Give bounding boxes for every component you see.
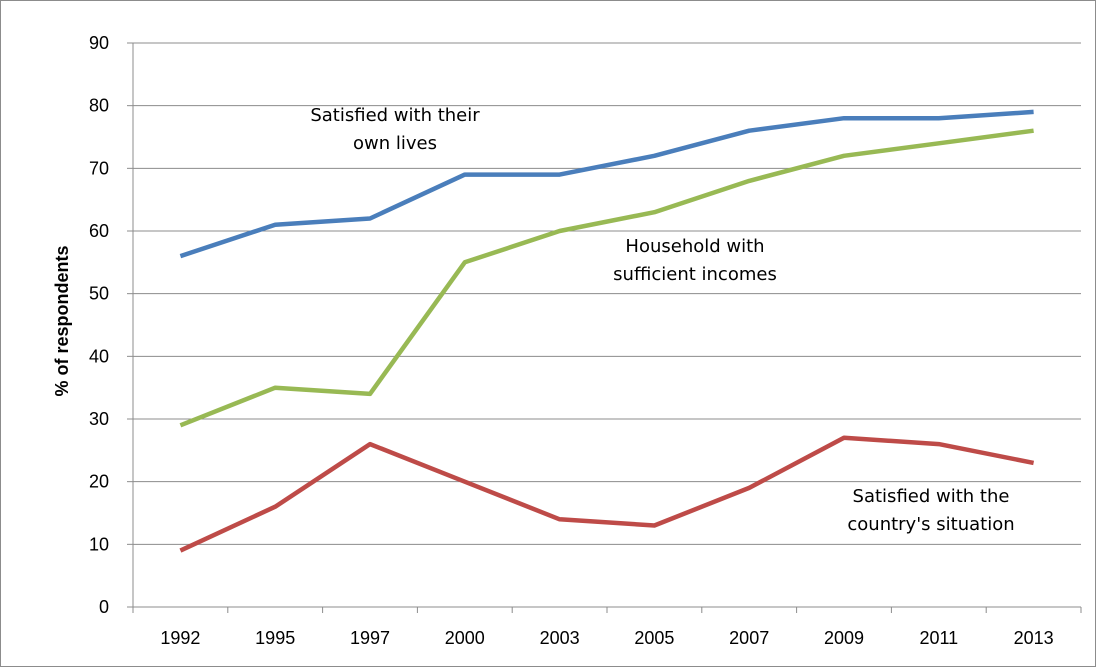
series-label-line: Household with — [625, 236, 764, 257]
series-label-3: Satisfied with the country's situation — [847, 486, 1014, 535]
x-tick-label: 2009 — [824, 628, 864, 648]
series-lines — [179, 109, 1035, 553]
y-tick-label: 60 — [89, 221, 109, 241]
x-tick-label: 2005 — [634, 628, 674, 648]
x-tick-labels: 1992 1995 1997 2000 2003 2005 2007 2009 2011 2013 — [160, 628, 1053, 648]
series-line-3 — [179, 435, 1035, 553]
series-annotations: Satisfied with their own lives Household w… — [310, 105, 1014, 535]
y-tick-label: 10 — [89, 534, 109, 554]
y-tick-label: 20 — [89, 472, 109, 492]
series-line-1 — [179, 109, 1034, 259]
x-tick-label: 2003 — [540, 628, 580, 648]
x-tick-label: 1995 — [255, 628, 295, 648]
y-tick-label: 80 — [89, 96, 109, 116]
series-label-1: Satisfied with their own lives — [310, 105, 480, 154]
y-tick-label: 40 — [89, 346, 109, 366]
y-tick-label: 90 — [89, 33, 109, 53]
x-tick-label: 2013 — [1014, 628, 1054, 648]
y-tick-label: 70 — [89, 158, 109, 178]
gridlines — [133, 42, 1081, 545]
series-label-2: Household with sufficient incomes — [613, 236, 777, 285]
x-tick-label: 2011 — [919, 628, 958, 648]
y-axis-label: % of respondents — [52, 245, 72, 396]
x-tick-label: 2000 — [445, 628, 485, 648]
x-tick-label: 1992 — [160, 628, 200, 648]
y-tick-label: 50 — [89, 284, 109, 304]
series-line-2 — [179, 128, 1034, 428]
series-label-line: Satisfied with their — [310, 105, 480, 126]
series-label-line: country's situation — [847, 514, 1014, 535]
series-label-line: sufficient incomes — [613, 264, 777, 285]
x-tick-label: 2007 — [729, 628, 769, 648]
x-tick-label: 1997 — [350, 628, 390, 648]
axes — [127, 42, 1082, 613]
y-tick-label: 30 — [89, 409, 109, 429]
y-tick-labels: 0 10 20 30 40 50 60 70 80 90 — [89, 33, 109, 617]
series-label-line: Satisfied with the — [853, 486, 1010, 507]
y-tick-label: 0 — [99, 597, 109, 617]
series-label-line: own lives — [353, 133, 437, 154]
